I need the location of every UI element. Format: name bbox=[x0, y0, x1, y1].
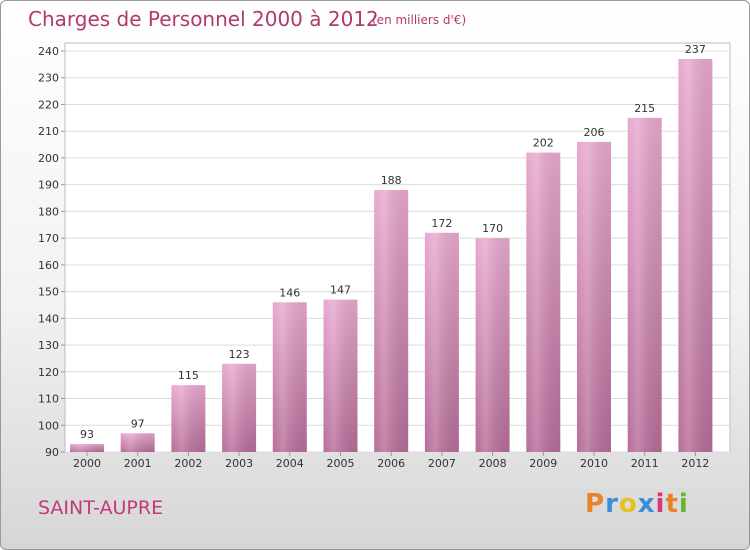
y-tick-label: 220 bbox=[38, 98, 59, 111]
data-label: 172 bbox=[431, 217, 452, 230]
y-tick-label: 110 bbox=[38, 393, 59, 406]
data-label: 188 bbox=[381, 174, 402, 187]
data-label: 215 bbox=[634, 102, 655, 115]
x-tick-label: 2009 bbox=[529, 457, 557, 470]
proxiti-logo: Proxiti bbox=[585, 489, 689, 519]
bar-shine bbox=[374, 190, 409, 452]
x-tick-label: 2006 bbox=[377, 457, 405, 470]
x-tick-label: 2005 bbox=[327, 457, 355, 470]
town-name: SAINT-AUPRE bbox=[38, 497, 164, 519]
y-tick-label: 230 bbox=[38, 72, 59, 85]
bar-shine bbox=[424, 232, 459, 452]
data-label: 237 bbox=[685, 43, 706, 56]
x-tick-label: 2001 bbox=[124, 457, 152, 470]
x-tick-label: 2000 bbox=[73, 457, 101, 470]
bar-shine bbox=[171, 385, 206, 452]
data-label: 93 bbox=[80, 428, 94, 441]
y-tick-label: 240 bbox=[38, 45, 59, 58]
bar-shine bbox=[678, 59, 713, 453]
y-tick-label: 180 bbox=[38, 205, 59, 218]
bar-shine bbox=[475, 238, 510, 452]
chart-subtitle: (en milliers d'€) bbox=[372, 13, 467, 27]
y-tick-label: 130 bbox=[38, 339, 59, 352]
y-tick-label: 120 bbox=[38, 366, 59, 379]
y-tick-label: 210 bbox=[38, 125, 59, 138]
logo-letter: x bbox=[637, 489, 656, 519]
bar-shine bbox=[272, 302, 307, 452]
x-tick-label: 2003 bbox=[225, 457, 253, 470]
data-label: 147 bbox=[330, 284, 351, 297]
data-label: 170 bbox=[482, 222, 503, 235]
data-label: 206 bbox=[584, 126, 605, 139]
bar-shine bbox=[222, 363, 257, 452]
y-tick-label: 100 bbox=[38, 419, 59, 432]
logo-letter: P bbox=[585, 489, 606, 519]
bar-shine bbox=[120, 433, 155, 452]
data-label: 123 bbox=[229, 348, 250, 361]
y-tick-label: 90 bbox=[45, 446, 59, 459]
x-tick-label: 2002 bbox=[174, 457, 202, 470]
x-tick-label: 2010 bbox=[580, 457, 608, 470]
x-tick-label: 2012 bbox=[681, 457, 709, 470]
logo-letter: o bbox=[618, 489, 638, 519]
x-tick-label: 2004 bbox=[276, 457, 304, 470]
logo-letter: t bbox=[665, 489, 679, 519]
bar-shine bbox=[577, 141, 611, 453]
chart-title: Charges de Personnel 2000 à 2012 bbox=[28, 7, 379, 31]
data-label: 202 bbox=[533, 137, 554, 150]
logo-letter: i bbox=[678, 489, 689, 519]
x-tick-label: 2007 bbox=[428, 457, 456, 470]
y-tick-label: 150 bbox=[38, 286, 59, 299]
bar-shine bbox=[323, 299, 358, 452]
bar-shine bbox=[70, 443, 104, 452]
x-tick-label: 2008 bbox=[479, 457, 507, 470]
y-tick-label: 190 bbox=[38, 179, 59, 192]
logo-letter: r bbox=[605, 489, 619, 519]
bar-shine bbox=[526, 152, 561, 452]
y-tick-label: 160 bbox=[38, 259, 59, 272]
y-tick-label: 140 bbox=[38, 312, 59, 325]
data-label: 97 bbox=[131, 417, 145, 430]
x-tick-label: 2011 bbox=[631, 457, 659, 470]
bar-shine bbox=[627, 117, 662, 452]
data-label: 115 bbox=[178, 369, 199, 382]
data-label: 146 bbox=[279, 286, 300, 299]
y-tick-label: 200 bbox=[38, 152, 59, 165]
y-tick-label: 170 bbox=[38, 232, 59, 245]
logo-letter: i bbox=[655, 489, 666, 519]
